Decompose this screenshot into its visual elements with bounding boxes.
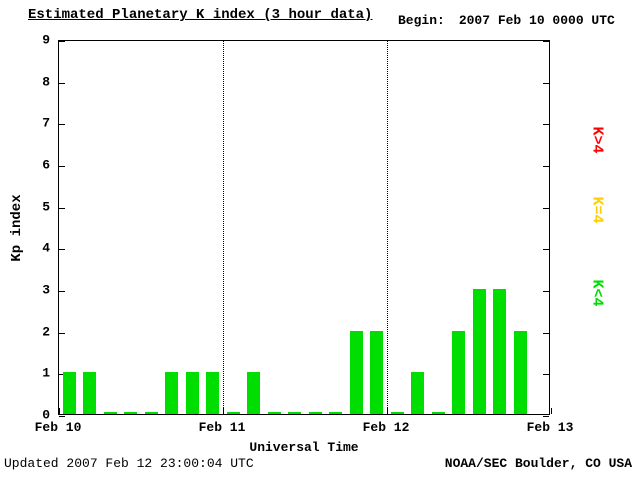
x-tick-label: Feb 12 [362, 420, 410, 435]
axis-tick [543, 374, 549, 376]
axis-tick [59, 291, 65, 292]
kp-bar [472, 289, 486, 414]
kp-bar [144, 412, 158, 414]
axis-tick [59, 374, 65, 376]
chart-title: Estimated Planetary K index (3 hour data… [28, 7, 373, 23]
y-tick-label: 1 [42, 365, 50, 381]
axis-tick [543, 166, 549, 167]
kp-bar [513, 330, 527, 414]
axis-tick [59, 416, 65, 417]
x-tick-label: Feb 10 [34, 420, 82, 435]
kp-bar [62, 372, 76, 414]
kp-bar [185, 372, 199, 414]
kp-bar [103, 412, 117, 414]
kp-bar [370, 330, 384, 414]
y-tick-label: 0 [42, 407, 50, 423]
legend-k-lt-4: K<4 [588, 279, 606, 307]
day-boundary-line [223, 41, 224, 414]
axis-tick [543, 416, 549, 417]
updated-timestamp: Updated 2007 Feb 12 23:00:04 UTC [4, 456, 254, 471]
axis-tick [543, 332, 549, 334]
y-tick-label: 2 [42, 324, 50, 340]
x-tick-label: Feb 11 [198, 420, 246, 435]
y-axis-title: Kp index [9, 194, 25, 262]
axis-tick [59, 408, 60, 414]
axis-tick [543, 249, 549, 251]
axis-tick [551, 408, 552, 414]
kp-bar [411, 372, 425, 414]
kp-bar [226, 412, 240, 414]
axis-tick [543, 41, 549, 42]
y-tick-label: 9 [42, 32, 50, 48]
source-credit: NOAA/SEC Boulder, CO USA [444, 456, 632, 471]
plot-area [58, 40, 552, 417]
y-tick-label: 7 [42, 115, 50, 131]
y-tick-label: 8 [42, 74, 50, 90]
y-tick-label: 6 [42, 157, 50, 173]
kp-bar [165, 372, 179, 414]
kp-bar [247, 372, 261, 414]
axis-tick [59, 332, 65, 334]
kp-bar [267, 412, 281, 414]
y-tick-label: 5 [42, 199, 50, 215]
begin-label: Begin: [398, 13, 445, 28]
axis-tick [59, 124, 65, 126]
begin-timestamp: Begin: 2007 Feb 10 0000 UTC [398, 13, 615, 28]
legend-k-gt-4: K>4 [588, 126, 606, 154]
axis-tick [59, 207, 65, 209]
axis-tick [59, 82, 65, 84]
begin-value: 2007 Feb 10 0000 UTC [458, 13, 615, 28]
kp-bar [493, 289, 507, 414]
axis-tick [59, 41, 65, 42]
axis-tick [543, 291, 549, 292]
kp-bar [308, 412, 322, 414]
y-tick-label: 4 [42, 240, 50, 256]
kp-bar [349, 330, 363, 414]
kp-bar [124, 412, 138, 414]
axis-tick [543, 207, 549, 209]
kp-bar [206, 372, 220, 414]
x-axis-title: Universal Time [249, 440, 359, 455]
kp-bar [83, 372, 97, 414]
legend-k-eq-4: K=4 [588, 196, 606, 224]
axis-tick [59, 166, 65, 167]
day-boundary-line [387, 41, 388, 414]
x-tick-label: Feb 13 [526, 420, 574, 435]
axis-tick [543, 124, 549, 126]
axis-tick [543, 82, 549, 84]
kp-bar [288, 412, 302, 414]
axis-tick [59, 249, 65, 251]
kp-bar [329, 412, 343, 414]
kp-bar [452, 330, 466, 414]
y-tick-label: 3 [42, 282, 50, 298]
kp-bar [390, 412, 404, 414]
kp-bar [431, 412, 445, 414]
